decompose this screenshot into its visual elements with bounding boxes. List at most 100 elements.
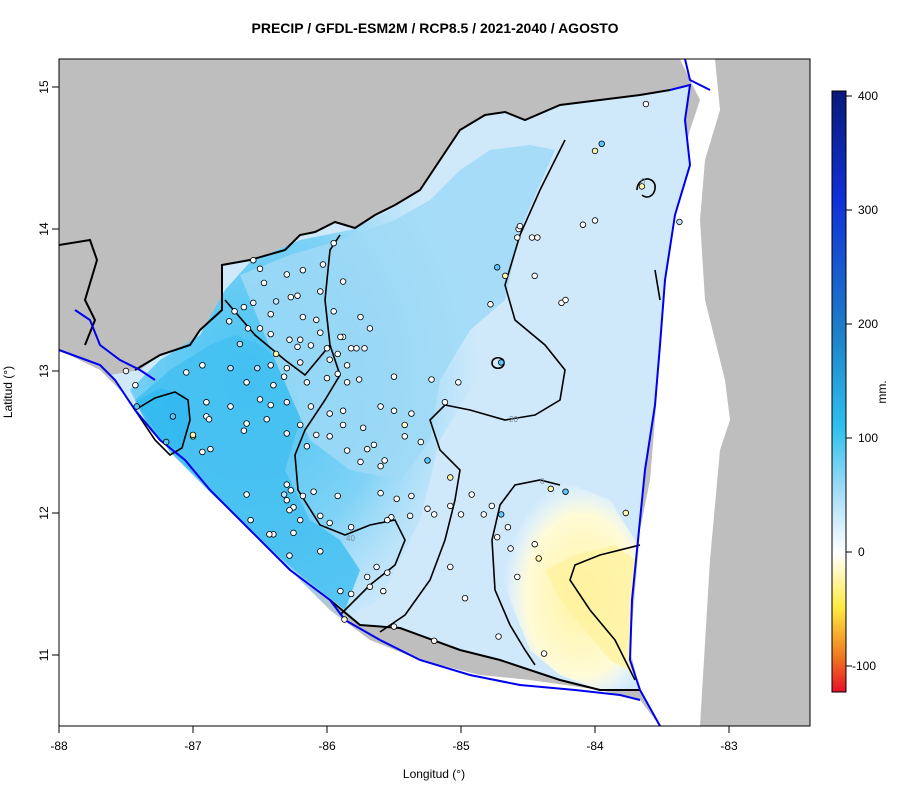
border-honduras-west <box>59 238 99 346</box>
contour-20 <box>379 139 566 633</box>
pacific-ocean <box>59 350 660 726</box>
station-marker <box>227 403 234 410</box>
x-axis-label: Longitud (°) <box>403 767 465 781</box>
station-marker <box>638 183 646 190</box>
wet-core <box>135 335 360 610</box>
station-marker <box>406 512 414 520</box>
station-marker <box>401 433 408 440</box>
station-marker <box>424 505 431 512</box>
station-marker <box>286 336 293 343</box>
station-marker <box>231 308 238 315</box>
contour-0 <box>491 479 561 666</box>
station-marker <box>250 257 257 264</box>
station-marker <box>299 313 307 321</box>
station-marker <box>355 376 363 383</box>
station-marker <box>294 292 301 299</box>
x-tick-label: -85 <box>452 739 470 753</box>
border-costarica <box>329 599 640 691</box>
station-marker <box>424 457 431 464</box>
station-marker <box>498 359 505 366</box>
station-marker <box>353 345 360 352</box>
station-marker <box>357 313 364 321</box>
station-marker <box>267 362 274 369</box>
station-marker <box>299 266 307 274</box>
station-marker <box>364 445 371 453</box>
station-marker <box>243 491 250 498</box>
station-marker <box>591 147 599 155</box>
station-marker <box>297 359 304 366</box>
station-marker <box>401 421 408 429</box>
station-marker <box>343 362 351 369</box>
station-marker <box>562 296 569 304</box>
station-marker <box>297 421 304 429</box>
station-marker <box>199 362 206 369</box>
station-marker <box>339 278 347 285</box>
station-marker <box>286 506 293 514</box>
station-marker <box>263 416 270 423</box>
station-marker <box>267 401 274 409</box>
station-marker <box>364 573 371 581</box>
station-marker <box>447 474 454 481</box>
station-marker <box>540 650 548 657</box>
contour-lines <box>133 139 661 681</box>
contour-label-0-north: 0 <box>641 177 646 186</box>
station-marker <box>256 396 264 403</box>
station-marker <box>317 329 324 336</box>
station-marker <box>207 445 214 453</box>
station-marker <box>361 345 368 352</box>
station-marker <box>205 416 213 423</box>
station-marker <box>377 462 384 470</box>
station-marker <box>203 399 210 406</box>
station-marker <box>381 457 388 464</box>
station-marker <box>287 487 295 494</box>
station-marker <box>280 491 288 498</box>
station-marker <box>428 376 435 383</box>
station-marker <box>468 491 475 498</box>
coast-caribbean <box>628 83 692 726</box>
station-marker <box>290 529 297 537</box>
colorbar-gradient <box>831 90 847 693</box>
station-marker <box>377 489 384 497</box>
x-axis: -88 -87 -86 -85 -84 -83 Longitud (°) <box>50 725 738 781</box>
station-marker <box>330 308 337 315</box>
station-marker <box>431 511 438 518</box>
station-marker <box>313 431 320 439</box>
x-tick-label: -87 <box>184 739 202 753</box>
station-marker <box>488 502 496 510</box>
station-marker <box>326 356 333 363</box>
coast-north <box>684 59 711 91</box>
station-marker <box>457 511 465 518</box>
colorbar-unit-label: mm. <box>875 380 889 403</box>
y-axis: 11 12 13 14 15 Latitud (°) <box>1 80 60 661</box>
station-marker <box>357 458 364 466</box>
station-marker <box>283 364 290 372</box>
station-marker <box>373 563 380 571</box>
station-marker <box>330 239 337 247</box>
station-marker <box>384 569 391 576</box>
station-marker <box>493 533 501 541</box>
station-marker <box>243 379 250 386</box>
wet-core-2 <box>135 388 190 450</box>
station-marker <box>317 512 324 520</box>
station-marker <box>326 410 333 417</box>
station-marker <box>534 234 541 241</box>
station-marker <box>622 509 630 517</box>
station-marker <box>337 587 344 595</box>
station-marker <box>132 382 139 389</box>
y-tick-label: 11 <box>37 648 51 661</box>
station-marker <box>370 441 378 449</box>
station-marker <box>447 502 454 510</box>
station-marker <box>343 379 351 386</box>
station-marker <box>502 272 509 280</box>
station-marker <box>243 420 250 427</box>
contour-40-west <box>133 391 191 457</box>
station-marker <box>319 261 327 268</box>
station-marker <box>236 340 244 348</box>
contour-label-20: 20 <box>509 415 518 424</box>
station-marker <box>272 298 280 305</box>
colorbar-tick: 0 <box>858 545 865 559</box>
x-tick-label: -83 <box>720 739 738 753</box>
contour-label-40: 40 <box>346 534 355 543</box>
station-marker <box>225 318 233 325</box>
station-marker <box>339 421 347 429</box>
